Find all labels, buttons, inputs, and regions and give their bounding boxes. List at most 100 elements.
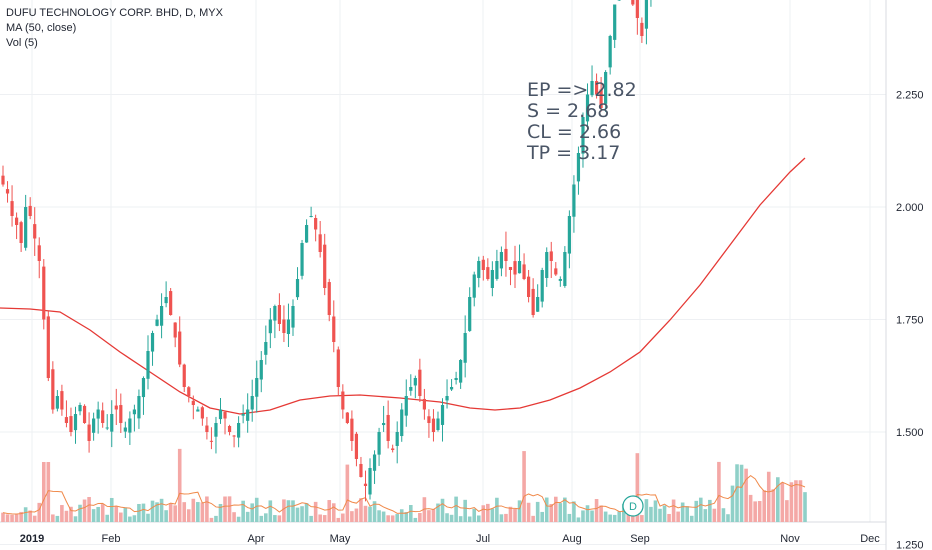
candle-body — [350, 418, 354, 441]
volume-bar — [318, 514, 322, 522]
volume-bar — [472, 508, 477, 522]
candle-body — [291, 306, 295, 328]
time-axis[interactable]: 2019 Feb Apr May Jul Aug Sep Nov Dec — [20, 533, 881, 545]
volume-bar — [785, 500, 789, 522]
candle-body — [24, 207, 28, 248]
volume-bar — [205, 496, 209, 522]
volume-bar — [236, 516, 241, 522]
volume-bar — [359, 498, 363, 522]
y-tick-label: 2.250 — [896, 90, 924, 102]
x-tick-label: Apr — [247, 533, 264, 545]
dividend-badge-circle — [622, 495, 644, 517]
x-tick-label: Sep — [630, 533, 650, 545]
volume-bar — [676, 511, 680, 522]
candle-body — [5, 189, 10, 194]
y-tick-label: 2.000 — [896, 202, 924, 214]
volume-bar — [617, 511, 622, 522]
volume-bar — [28, 510, 32, 522]
volume-bar — [776, 477, 780, 522]
candle-body — [237, 423, 241, 438]
volume-bar — [100, 504, 105, 522]
candle-body — [576, 153, 581, 182]
dividend-badge[interactable]: D — [622, 495, 644, 517]
volume-bar — [798, 480, 803, 522]
volume-bar — [223, 496, 227, 522]
candle-body — [246, 409, 250, 421]
candle-body — [545, 252, 549, 278]
x-tick-label: Dec — [860, 533, 880, 545]
volume-bar — [196, 502, 200, 522]
candle-body — [400, 409, 404, 437]
volume-bar — [1, 512, 5, 522]
volume-bar — [662, 505, 667, 522]
volume-bar — [762, 490, 767, 522]
volume-bar — [658, 508, 662, 522]
candle-body — [105, 427, 109, 429]
candle-body — [64, 417, 69, 423]
volume-bar — [730, 485, 735, 522]
candle-body — [132, 409, 137, 415]
candle-body — [300, 243, 304, 276]
candle-body — [527, 276, 531, 297]
candle-body — [227, 426, 232, 432]
candle-body — [51, 369, 55, 410]
volume-bar — [128, 516, 132, 522]
candle-body — [590, 81, 594, 96]
x-tick-label: Aug — [562, 533, 582, 545]
volume-bar — [350, 511, 354, 522]
x-tick-label: Nov — [780, 533, 800, 545]
volume-bar — [331, 503, 336, 522]
candle-body — [336, 349, 340, 387]
volume-bar — [667, 513, 671, 522]
volume-bar — [486, 503, 490, 522]
volume-bar — [689, 515, 694, 522]
volume-bar — [404, 512, 409, 522]
ma-50-path — [0, 157, 806, 415]
candle-body — [164, 297, 168, 304]
candle-body — [128, 418, 132, 433]
volume-bar — [572, 501, 576, 522]
symbol-title[interactable]: DUFU TECHNOLOGY CORP. BHD, D, MYX — [6, 7, 223, 19]
volume-bar — [304, 503, 309, 522]
volume-bar — [277, 515, 282, 522]
candle-body — [549, 251, 553, 261]
x-tick-label: Jul — [476, 533, 490, 545]
volume-indicator-label[interactable]: Vol (5) — [6, 37, 38, 49]
ma-indicator-label[interactable]: MA (50, close) — [6, 22, 77, 34]
volume-bar — [413, 517, 418, 522]
candle-body — [150, 333, 155, 352]
candle-body — [554, 268, 558, 275]
chart-grid — [0, 0, 887, 550]
candle-body — [119, 405, 123, 423]
candle-body — [14, 217, 19, 225]
volume-bar — [726, 514, 730, 522]
price-axis[interactable]: 1.2501.5001.7502.0002.2502.5002.7503.250… — [888, 0, 932, 550]
candle-body — [522, 264, 526, 279]
candle-body — [223, 412, 227, 419]
candle-body — [391, 448, 395, 450]
candle-body — [481, 259, 485, 270]
volume-bar — [748, 494, 753, 522]
volume-bar — [780, 482, 785, 522]
volume-bar — [182, 502, 187, 522]
volume-bar — [685, 506, 689, 522]
candle-body — [178, 331, 182, 365]
volume-bar — [336, 517, 341, 522]
candle-body — [490, 270, 494, 288]
candle-body — [477, 261, 481, 278]
candle-body — [372, 454, 377, 471]
candle-body — [540, 270, 544, 302]
volume-bar — [309, 515, 313, 522]
volume-bar — [300, 506, 304, 522]
candle-body — [92, 418, 96, 433]
candle-body — [363, 483, 368, 486]
candle-body — [33, 224, 37, 239]
volume-bar — [173, 505, 177, 522]
candle-body — [69, 416, 73, 432]
candle-body — [87, 424, 91, 441]
volume-bar — [671, 499, 676, 522]
volume-bar — [109, 497, 114, 522]
volume-bar — [168, 503, 173, 522]
candle-body — [332, 316, 336, 342]
